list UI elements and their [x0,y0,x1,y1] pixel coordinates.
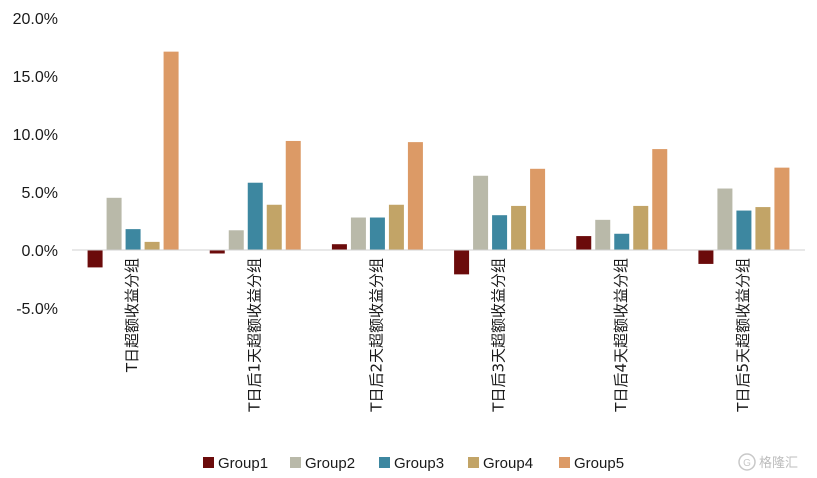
y-tick-label: 10.0% [13,127,58,144]
bar-group5 [652,149,668,250]
bar-group4 [388,204,404,250]
watermark: G 格隆汇 [738,453,798,471]
y-tick-label: 20.0% [13,11,58,28]
watermark-logo-icon [738,453,756,471]
watermark-text: 格隆汇 [759,455,798,471]
category-label: T日后4天超额收益分组 [612,258,630,413]
bar-group5 [530,168,546,250]
legend-label-group2: Group2 [305,455,355,472]
bar-group1 [698,250,714,264]
y-tick-label: -5.0% [16,301,58,318]
bar-group1 [454,250,470,275]
category-label: T日后2天超额收益分组 [367,258,385,413]
bar-group4 [511,205,527,250]
bar-group2 [717,188,733,250]
bar-group2 [595,219,611,250]
bar-group3 [247,182,263,250]
legend-label-group1: Group1 [218,455,268,472]
bars [87,51,790,275]
bar-group1 [331,244,347,250]
category-label: T日后5天超额收益分组 [734,258,752,413]
bar-group1 [209,250,225,254]
bar-group3 [614,233,630,250]
legend-swatch-group3 [379,457,390,468]
legend-swatch-group2 [290,457,301,468]
bar-group5 [163,51,179,250]
bar-group5 [407,142,423,250]
bar-group2 [473,175,489,250]
y-tick-label: 0.0% [22,243,58,260]
category-label: T日后1天超额收益分组 [245,258,263,413]
legend-swatch-group4 [468,457,479,468]
bar-group3 [369,217,385,250]
category-label: T日后3天超额收益分组 [490,258,508,413]
bar-group3 [736,210,752,250]
bar-group5 [285,140,301,250]
legend: Group1 Group2 Group3 Group4 Group5 [203,455,624,472]
bar-group4 [755,207,771,250]
legend-swatch-group5 [559,457,570,468]
bar-group1 [576,236,592,250]
y-tick-label: 15.0% [13,69,58,86]
y-tick-label: 5.0% [22,185,58,202]
legend-swatch-group1 [203,457,214,468]
bar-group3 [492,215,508,250]
bar-group3 [125,229,141,250]
bar-group2 [106,197,122,250]
legend-label-group3: Group3 [394,455,444,472]
category-label: T日超额收益分组 [123,258,141,373]
bar-group4 [144,241,160,250]
bar-group4 [266,204,282,250]
y-axis: 20.0% 15.0% 10.0% 5.0% 0.0% -5.0% [13,11,58,318]
legend-label-group4: Group4 [483,455,533,472]
category-labels: T日超额收益分组 T日后1天超额收益分组 T日后2天超额收益分组 T日后3天超额收益分… [123,258,752,413]
bar-group4 [633,205,649,250]
bar-group1 [87,250,103,268]
bar-group2 [350,217,366,250]
watermark-logo-mark: G [743,458,751,469]
legend-label-group5: Group5 [574,455,624,472]
bar-group5 [774,167,790,250]
bar-group2 [228,230,244,250]
